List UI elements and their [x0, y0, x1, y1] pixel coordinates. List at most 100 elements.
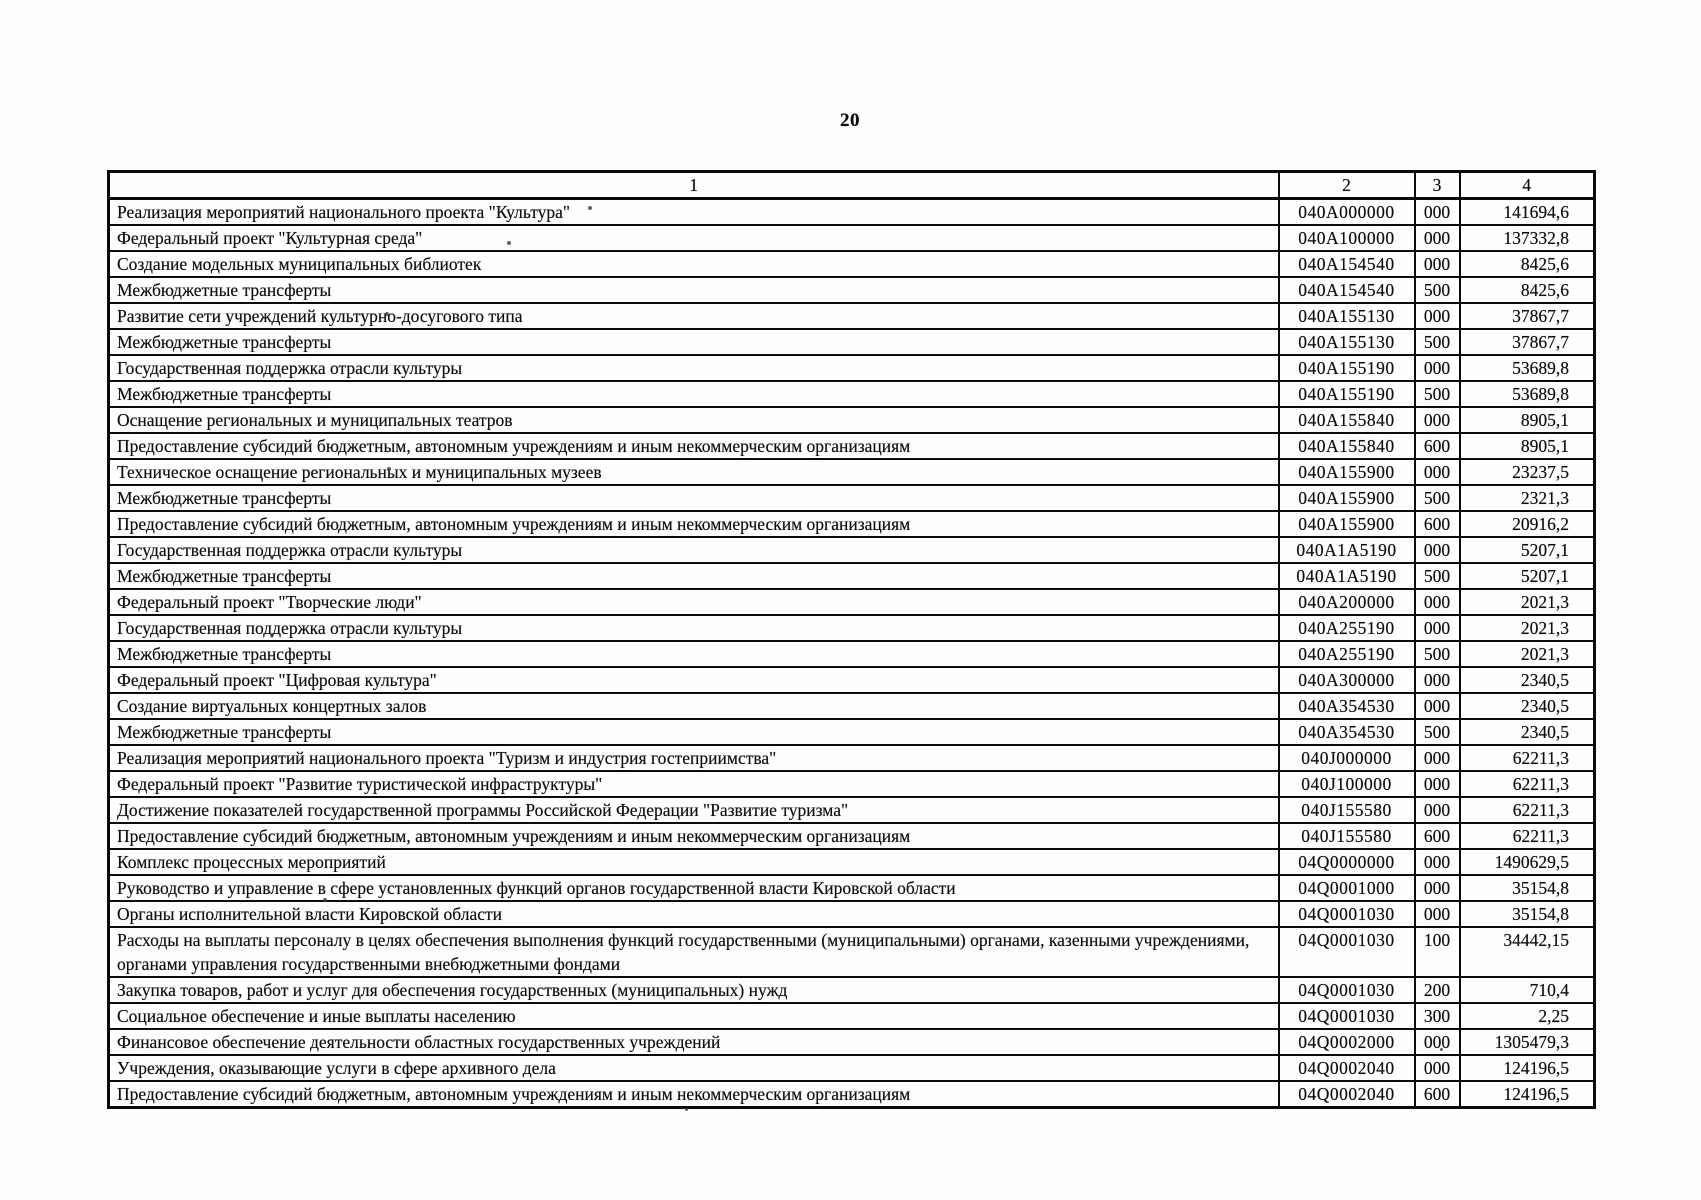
- row-code: 040J100000: [1277, 770, 1416, 798]
- scan-speck: [375, 1092, 378, 1095]
- row-name: Государственная поддержка отрасли культу…: [107, 614, 1280, 642]
- row-name: Расходы на выплаты персоналу в целях обе…: [107, 926, 1280, 978]
- table-row: Достижение показателей государственной п…: [107, 796, 1596, 824]
- table-row: Государственная поддержка отрасли культу…: [107, 614, 1596, 642]
- row-amount: 710,4: [1458, 976, 1596, 1004]
- row-amount: 53689,8: [1458, 354, 1596, 382]
- row-name: Федеральный проект "Развитие туристическ…: [107, 770, 1280, 798]
- row-amount: 2021,3: [1458, 640, 1596, 668]
- table-row: Федеральный проект "Культурная среда" 040…: [107, 224, 1596, 252]
- row-name: Руководство и управление в сфере установ…: [107, 874, 1280, 902]
- row-code: 04Q0000000: [1277, 848, 1416, 876]
- row-amount: 37867,7: [1458, 328, 1596, 356]
- row-name: Учреждения, оказывающие услуги в сфере а…: [107, 1054, 1280, 1082]
- table-row: Комплекс процессных мероприятий 04Q000000…: [107, 848, 1596, 876]
- row-vr: 000: [1413, 874, 1461, 902]
- row-vr: 500: [1413, 328, 1461, 356]
- scan-speck: [323, 898, 327, 902]
- row-name: Федеральный проект "Творческие люди": [107, 588, 1280, 616]
- row-vr: 000: [1413, 666, 1461, 694]
- row-code: 040J155580: [1277, 796, 1416, 824]
- row-amount: 1305479,3: [1458, 1028, 1596, 1056]
- row-vr: 600: [1413, 822, 1461, 850]
- scan-speck: [387, 467, 391, 471]
- scan-speck: [385, 312, 389, 316]
- scan-speck: [685, 1108, 688, 1111]
- row-name: Закупка товаров, работ и услуг для обесп…: [107, 976, 1280, 1004]
- scan-speck: [1440, 1048, 1443, 1051]
- row-amount: 1490629,5: [1458, 848, 1596, 876]
- row-vr: 000: [1413, 197, 1461, 226]
- row-vr: 200: [1413, 976, 1461, 1004]
- row-amount: 20916,2: [1458, 510, 1596, 538]
- row-code: 04Q0001030: [1277, 926, 1416, 978]
- row-amount: 35154,8: [1458, 900, 1596, 928]
- row-amount: 2340,5: [1458, 666, 1596, 694]
- row-code: 04Q0002000: [1277, 1028, 1416, 1056]
- column-header-2: 2: [1277, 170, 1416, 200]
- row-amount: 2321,3: [1458, 484, 1596, 512]
- row-name: Межбюджетные трансферты: [107, 380, 1280, 408]
- scan-speck: [507, 241, 511, 245]
- row-vr: 500: [1413, 640, 1461, 668]
- row-vr: 500: [1413, 484, 1461, 512]
- table-row: Создание модельных муниципальных библиот…: [107, 250, 1596, 278]
- row-name: Достижение показателей государственной п…: [107, 796, 1280, 824]
- row-amount: 62211,3: [1458, 822, 1596, 850]
- row-amount: 2340,5: [1458, 718, 1596, 746]
- row-code: 040J000000: [1277, 744, 1416, 772]
- row-vr: 000: [1413, 692, 1461, 720]
- row-code: 040A1A5190: [1277, 562, 1416, 590]
- row-amount: 124196,5: [1458, 1080, 1596, 1109]
- page-number: 20: [840, 110, 860, 131]
- row-vr: 000: [1413, 224, 1461, 252]
- row-code: 040A1A5190: [1277, 536, 1416, 564]
- row-vr: 500: [1413, 380, 1461, 408]
- row-code: 04Q0002040: [1277, 1054, 1416, 1082]
- row-vr: 000: [1413, 848, 1461, 876]
- row-code: 040A155840: [1277, 432, 1416, 460]
- row-code: 04Q0001000: [1277, 874, 1416, 902]
- row-code: 040A255190: [1277, 640, 1416, 668]
- table-row: Межбюджетные трансферты 040A1A5190 500 5207…: [107, 562, 1596, 590]
- row-name: Предоставление субсидий бюджетным, автон…: [107, 432, 1280, 460]
- row-vr: 000: [1413, 354, 1461, 382]
- row-vr: 300: [1413, 1002, 1461, 1030]
- row-code: 04Q0001030: [1277, 976, 1416, 1004]
- table-row: Оснащение региональных и муниципальных т…: [107, 406, 1596, 434]
- table-row: Государственная поддержка отрасли культу…: [107, 536, 1596, 564]
- row-vr: 000: [1413, 250, 1461, 278]
- row-name: Органы исполнительной власти Кировской о…: [107, 900, 1280, 928]
- row-vr: 000: [1413, 614, 1461, 642]
- row-amount: 2021,3: [1458, 588, 1596, 616]
- row-name: Реализация мероприятий национального про…: [107, 744, 1280, 772]
- row-code: 040A255190: [1277, 614, 1416, 642]
- table-row: Предоставление субсидий бюджетным, автон…: [107, 432, 1596, 460]
- row-vr: 000: [1413, 744, 1461, 772]
- row-vr: 000: [1413, 536, 1461, 564]
- row-vr: 000: [1413, 900, 1461, 928]
- row-amount: 35154,8: [1458, 874, 1596, 902]
- row-amount: 5207,1: [1458, 562, 1596, 590]
- row-code: 040A155190: [1277, 380, 1416, 408]
- row-code: 040A155900: [1277, 458, 1416, 486]
- row-name: Комплекс процессных мероприятий: [107, 848, 1280, 876]
- row-code: 040A200000: [1277, 588, 1416, 616]
- row-amount: 137332,8: [1458, 224, 1596, 252]
- row-code: 040A354530: [1277, 718, 1416, 746]
- row-amount: 2340,5: [1458, 692, 1596, 720]
- table-row: Федеральный проект "Цифровая культура" 04…: [107, 666, 1596, 694]
- row-code: 04Q0002040: [1277, 1080, 1416, 1109]
- row-code: 040A155190: [1277, 354, 1416, 382]
- table-header: 1 2 3 4: [107, 170, 1596, 200]
- table-row: Федеральный проект "Творческие люди" 040A…: [107, 588, 1596, 616]
- row-code: 040A154540: [1277, 276, 1416, 304]
- row-amount: 37867,7: [1458, 302, 1596, 330]
- row-code: 040A155130: [1277, 328, 1416, 356]
- row-name: Предоставление субсидий бюджетным, автон…: [107, 510, 1280, 538]
- table-row: Финансовое обеспечение деятельности обла…: [107, 1028, 1596, 1056]
- row-vr: 000: [1413, 302, 1461, 330]
- row-vr: 000: [1413, 770, 1461, 798]
- row-name: Реализация мероприятий национального про…: [107, 197, 1280, 226]
- table-row: Реализация мероприятий национального про…: [107, 744, 1596, 772]
